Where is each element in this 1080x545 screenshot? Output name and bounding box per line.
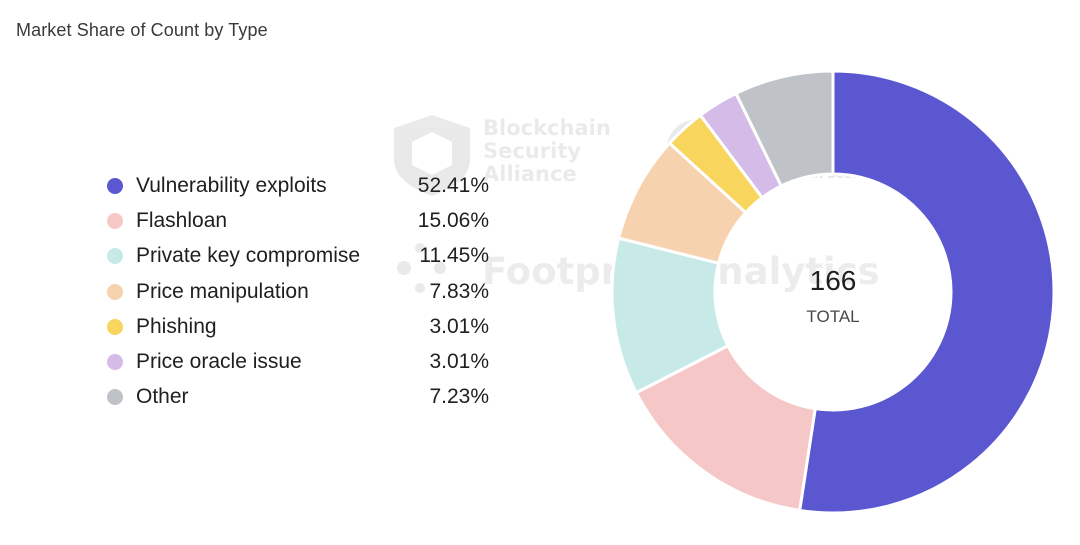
- donut-slice[interactable]: [617, 141, 748, 265]
- chart-legend: Vulnerability exploits 52.41% Flashloan 15.…: [107, 168, 497, 415]
- legend-value: 3.01%: [429, 314, 489, 338]
- donut-slice[interactable]: [610, 236, 730, 395]
- watermark-footprint-analytics: Footprint Analytics: [482, 250, 880, 293]
- legend-value: 15.06%: [417, 208, 489, 232]
- donut-slice[interactable]: [668, 113, 764, 215]
- watermark-beosin-sub: Blockchain Security: [750, 167, 883, 181]
- legend-item[interactable]: Vulnerability exploits 52.41%: [107, 168, 497, 203]
- legend-swatch-icon: [107, 318, 123, 335]
- legend-swatch-icon: [107, 248, 123, 265]
- legend-item[interactable]: Phishing 3.01%: [107, 309, 497, 344]
- legend-item[interactable]: Flashloan 15.06%: [107, 203, 497, 238]
- chart-title: Market Share of Count by Type: [16, 20, 268, 40]
- donut-slice[interactable]: [698, 91, 783, 200]
- legend-item[interactable]: Price manipulation 7.83%: [107, 274, 497, 309]
- legend-item[interactable]: Private key compromise 11.45%: [107, 239, 497, 274]
- donut-slice[interactable]: [634, 344, 817, 512]
- legend-label: Private key compromise: [136, 244, 361, 268]
- watermark-bsa-line-1: Blockchain: [483, 116, 611, 140]
- legend-swatch-icon: [107, 177, 123, 194]
- donut-slice[interactable]: [798, 69, 1056, 515]
- beosin-logo-icon: [666, 119, 728, 181]
- donut-slice[interactable]: [734, 69, 835, 188]
- legend-label: Flashloan: [136, 208, 228, 232]
- watermark-bsa-line-3: Alliance: [483, 162, 577, 186]
- legend-item[interactable]: Other 7.23%: [107, 380, 497, 415]
- legend-value: 11.45%: [419, 244, 489, 268]
- legend-swatch-icon: [107, 212, 123, 229]
- legend-label: Vulnerability exploits: [136, 173, 327, 197]
- legend-label: Other: [136, 385, 189, 409]
- center-total-value: 166: [810, 265, 857, 296]
- legend-label: Price oracle issue: [136, 350, 302, 374]
- legend-item[interactable]: Price oracle issue 3.01%: [107, 344, 497, 379]
- legend-value: 52.41%: [417, 173, 489, 197]
- legend-swatch-icon: [107, 389, 123, 406]
- legend-value: 7.83%: [429, 279, 489, 303]
- legend-swatch-icon: [107, 283, 123, 300]
- center-total-label: TOTAL: [806, 307, 859, 326]
- legend-swatch-icon: [107, 354, 123, 371]
- legend-label: Phishing: [136, 314, 217, 338]
- legend-value: 3.01%: [429, 350, 489, 374]
- legend-value: 7.23%: [429, 385, 489, 409]
- donut-slices: [610, 69, 1056, 515]
- watermark-bsa-line-2: Security: [483, 139, 581, 163]
- legend-label: Price manipulation: [136, 279, 309, 303]
- watermark-beosin: BEOSIN: [738, 128, 890, 169]
